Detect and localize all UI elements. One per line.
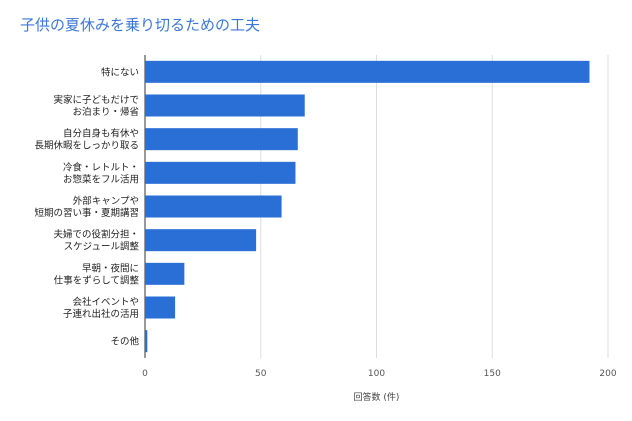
x-tick-label: 150 [484, 369, 501, 379]
category-labels: 特にない実家に子どもだけでお泊まり・帰省自分自身も有休や長期休暇をしっかり取る冷… [34, 66, 139, 347]
category-label: 早朝・夜間に仕事をずらして調整 [54, 262, 140, 286]
bar [145, 262, 185, 285]
x-axis-title: 回答数 (件) [354, 391, 400, 403]
category-label: 実家に子どもだけでお泊まり・帰省 [53, 94, 139, 118]
bar [145, 330, 148, 353]
bar [145, 195, 282, 218]
bar [145, 229, 257, 252]
category-label: 会社イベントや子連れ出社の活用 [63, 296, 139, 320]
bar [145, 94, 305, 117]
bar [145, 128, 298, 151]
bar [145, 161, 296, 184]
chart-title: 子供の夏休みを乗り切るための工夫 [20, 16, 261, 34]
x-tick-label: 200 [599, 369, 616, 379]
bar [145, 60, 590, 83]
x-tick-label: 0 [142, 369, 148, 379]
category-label: 冷食・レトルト・お惣菜をフル活用 [63, 161, 139, 185]
x-tick-labels: 0 50 100 150 200 [142, 369, 617, 379]
category-label: 自分自身も有休や長期休暇をしっかり取る [34, 128, 139, 152]
category-label: 夫婦での役割分担・スケジュール調整 [53, 229, 139, 253]
category-label: その他 [110, 336, 139, 348]
bar [145, 296, 176, 319]
x-tick-label: 50 [255, 369, 267, 379]
x-tick-label: 100 [368, 369, 385, 379]
category-label: 外部キャンプや短期の習い事・夏期講習 [34, 195, 139, 219]
category-label: 特にない [101, 66, 139, 78]
bars [145, 60, 590, 353]
